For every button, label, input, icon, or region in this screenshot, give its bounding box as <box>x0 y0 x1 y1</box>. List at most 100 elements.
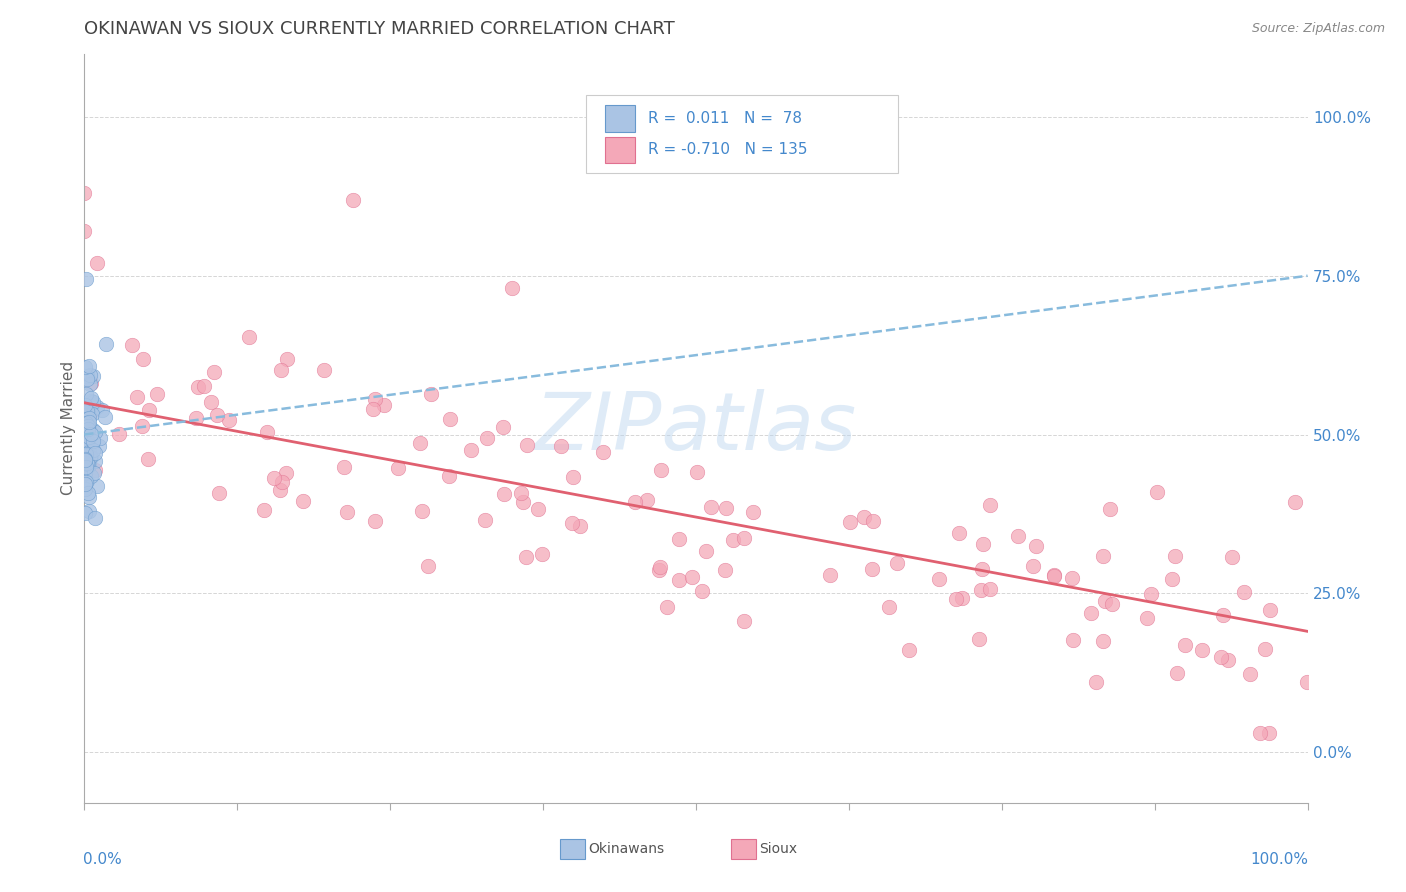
Point <box>897 643 920 657</box>
Point <box>515 549 537 564</box>
Point <box>1249 726 1271 740</box>
Point <box>73 399 96 413</box>
Point <box>1174 638 1197 652</box>
Point <box>1191 642 1213 657</box>
Point <box>1140 587 1163 601</box>
Point <box>77 403 100 417</box>
Point <box>1084 675 1107 690</box>
Point <box>361 401 384 416</box>
Point <box>411 504 433 518</box>
Text: 100.0%: 100.0% <box>1251 852 1309 866</box>
Point <box>741 505 763 519</box>
Point <box>1022 559 1045 574</box>
Point <box>84 454 107 468</box>
Point <box>75 467 97 481</box>
Point <box>492 487 515 501</box>
Point <box>75 415 97 429</box>
Point <box>79 406 101 420</box>
Text: Okinawans: Okinawans <box>588 842 665 856</box>
Point <box>714 563 737 577</box>
Point <box>269 483 291 497</box>
Point <box>75 415 97 429</box>
Point <box>82 442 104 457</box>
Point <box>928 572 950 586</box>
Point <box>73 477 96 491</box>
Point <box>342 193 364 207</box>
Point <box>84 445 107 459</box>
Point <box>945 592 967 607</box>
Point <box>682 569 704 583</box>
Point <box>238 330 260 344</box>
Point <box>73 452 96 467</box>
Point <box>569 519 592 533</box>
Point <box>1239 666 1261 681</box>
Point <box>73 506 96 520</box>
Point <box>75 447 97 461</box>
Point <box>650 560 672 574</box>
Point <box>75 475 97 490</box>
Point <box>77 418 100 433</box>
Point <box>208 486 231 500</box>
Point <box>1164 549 1187 563</box>
Point <box>1166 665 1188 680</box>
Point <box>76 434 98 448</box>
Point <box>409 436 432 450</box>
FancyBboxPatch shape <box>606 105 636 131</box>
Point <box>839 515 862 529</box>
Point <box>592 445 614 459</box>
Point <box>94 410 117 425</box>
Point <box>1025 539 1047 553</box>
Point <box>87 439 110 453</box>
Point <box>550 439 572 453</box>
Point <box>1212 608 1234 623</box>
Y-axis label: Currently Married: Currently Married <box>60 361 76 495</box>
Point <box>96 337 118 351</box>
Point <box>1258 726 1281 740</box>
Point <box>877 600 900 615</box>
Point <box>75 387 97 401</box>
Point <box>73 410 96 425</box>
Point <box>76 439 98 453</box>
Point <box>270 475 292 489</box>
Point <box>132 352 155 367</box>
Point <box>121 338 143 352</box>
Point <box>77 419 100 434</box>
Point <box>437 469 460 483</box>
Point <box>1136 611 1159 625</box>
Point <box>77 490 100 504</box>
Point <box>80 391 103 405</box>
Point <box>75 371 97 385</box>
Point <box>75 449 97 463</box>
Point <box>184 410 207 425</box>
Point <box>373 398 395 412</box>
Point <box>79 450 101 464</box>
Point <box>1209 650 1232 665</box>
Point <box>418 558 440 573</box>
FancyBboxPatch shape <box>606 136 636 163</box>
Point <box>86 256 108 270</box>
Point <box>73 224 96 238</box>
Point <box>73 186 96 201</box>
Point <box>972 537 994 551</box>
Point <box>76 424 98 438</box>
Point <box>387 461 409 475</box>
Point <box>509 486 531 500</box>
Point <box>733 531 755 545</box>
Point <box>636 492 658 507</box>
Point <box>364 514 387 528</box>
Text: 0.0%: 0.0% <box>83 852 122 866</box>
Point <box>420 387 443 401</box>
Point <box>82 368 104 383</box>
Point <box>336 505 359 519</box>
Point <box>1043 569 1066 583</box>
Point <box>276 352 298 367</box>
Point <box>561 516 583 530</box>
Point <box>76 456 98 470</box>
Point <box>460 442 482 457</box>
Point <box>1253 642 1275 657</box>
Point <box>75 443 97 458</box>
Point <box>75 482 97 496</box>
Point <box>860 561 883 575</box>
Point <box>73 433 96 447</box>
Point <box>1062 572 1084 586</box>
